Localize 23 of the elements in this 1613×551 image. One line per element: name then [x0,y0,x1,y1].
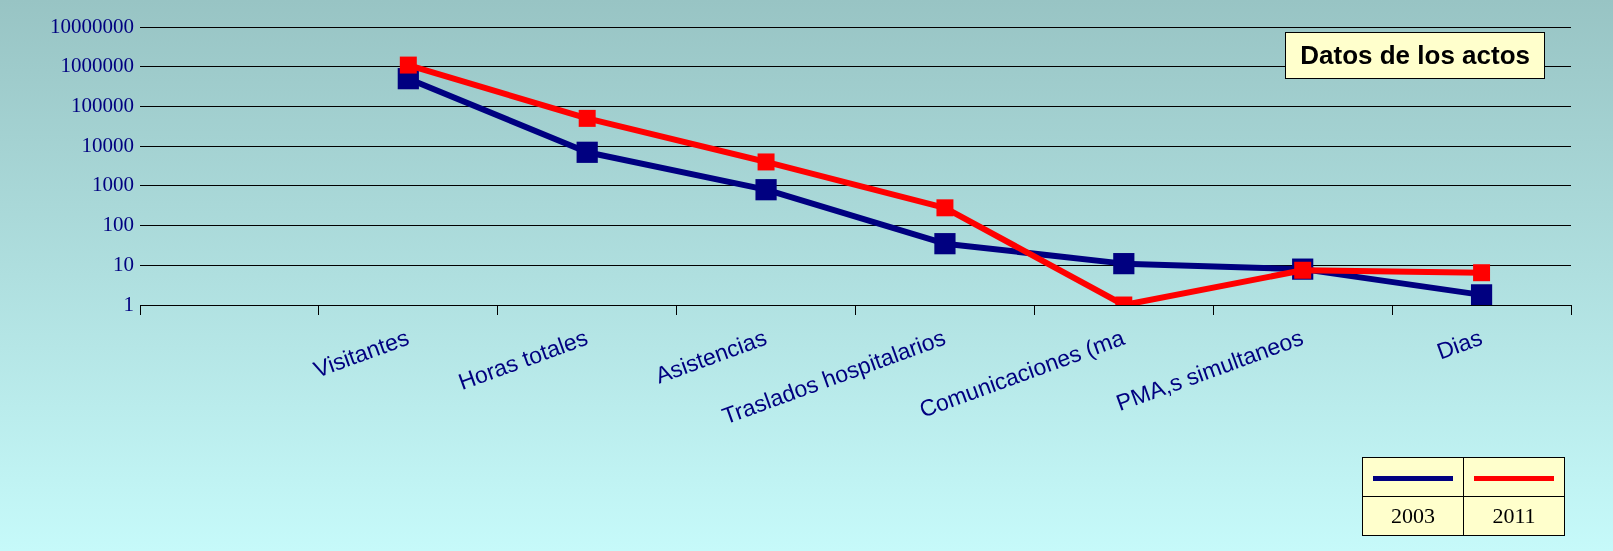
x-tick-label: Horas totales [454,324,592,395]
point [936,199,954,217]
legend-label: 2011 [1463,496,1565,536]
y-tick-label: 1000 [92,172,134,197]
y-tick-label: 10000000 [50,13,134,38]
point [576,141,598,163]
y-tick-label: 1 [123,291,134,316]
x-tick-label: Dias [1433,324,1486,365]
point [757,153,775,171]
point [578,109,596,127]
y-tick-label: 10000 [81,132,134,157]
point [1113,253,1135,275]
point [1473,264,1491,282]
legend-label: 2003 [1362,496,1464,536]
text: Datos de los actos [1285,32,1545,79]
y-tick-label: 100000 [71,92,134,117]
point [1470,284,1493,305]
point [934,233,956,255]
y-tick-label: 100 [102,212,134,237]
y-tick-label: 1000000 [60,53,134,78]
point [755,179,777,201]
point [399,56,417,74]
y-tick-label: 10 [113,251,134,276]
